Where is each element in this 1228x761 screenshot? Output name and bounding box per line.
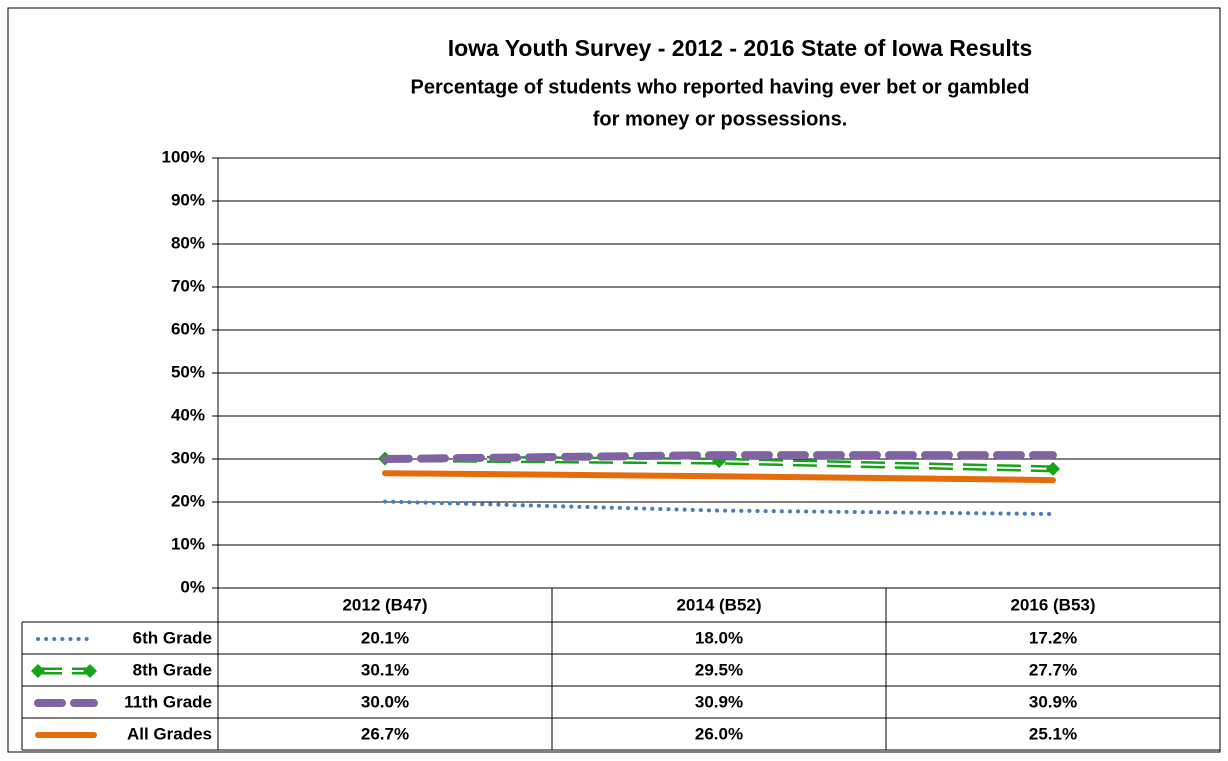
- legend-label: 8th Grade: [133, 660, 212, 679]
- y-tick-label: 30%: [171, 448, 205, 467]
- data-label: 20.1%: [361, 628, 409, 647]
- y-tick-label: 40%: [171, 405, 205, 424]
- y-tick-label: 100%: [162, 147, 205, 166]
- series-line: [381, 451, 1057, 463]
- legend-label: 11th Grade: [124, 692, 212, 711]
- series-line: [383, 499, 1055, 517]
- y-tick-label: 80%: [171, 233, 205, 252]
- legend-marker: [31, 664, 45, 678]
- data-label: 26.7%: [361, 724, 409, 743]
- y-tick-label: 0%: [180, 577, 205, 596]
- y-tick-label: 20%: [171, 491, 205, 510]
- data-label: 17.2%: [1029, 628, 1077, 647]
- data-label: 29.5%: [695, 660, 743, 679]
- y-tick-label: 60%: [171, 319, 205, 338]
- y-tick-label: 50%: [171, 362, 205, 381]
- legend-marker: [83, 664, 97, 678]
- data-label: 27.7%: [1029, 660, 1077, 679]
- chart-frame: [7, 7, 1221, 753]
- data-label: 26.0%: [695, 724, 743, 743]
- x-tick-label: 2014 (B52): [676, 595, 761, 614]
- series-marker: [1046, 461, 1060, 476]
- legend-label: All Grades: [127, 724, 212, 743]
- data-label: 30.0%: [361, 692, 409, 711]
- data-label: 30.9%: [695, 692, 743, 711]
- chart-subtitle: Percentage of students who reported havi…: [410, 76, 1029, 98]
- y-tick-label: 70%: [171, 276, 205, 295]
- data-label: 25.1%: [1029, 724, 1077, 743]
- data-label: 30.9%: [1029, 692, 1077, 711]
- chart-title: Iowa Youth Survey - 2012 - 2016 State of…: [448, 35, 1033, 61]
- y-tick-label: 10%: [171, 534, 205, 553]
- chart-subtitle: for money or possessions.: [593, 108, 848, 130]
- data-label: 30.1%: [361, 660, 409, 679]
- y-tick-label: 90%: [171, 190, 205, 209]
- legend-label: 6th Grade: [133, 628, 212, 647]
- x-tick-label: 2016 (B53): [1010, 595, 1095, 614]
- data-label: 18.0%: [695, 628, 743, 647]
- series-line: [382, 470, 1056, 484]
- x-tick-label: 2012 (B47): [342, 595, 427, 614]
